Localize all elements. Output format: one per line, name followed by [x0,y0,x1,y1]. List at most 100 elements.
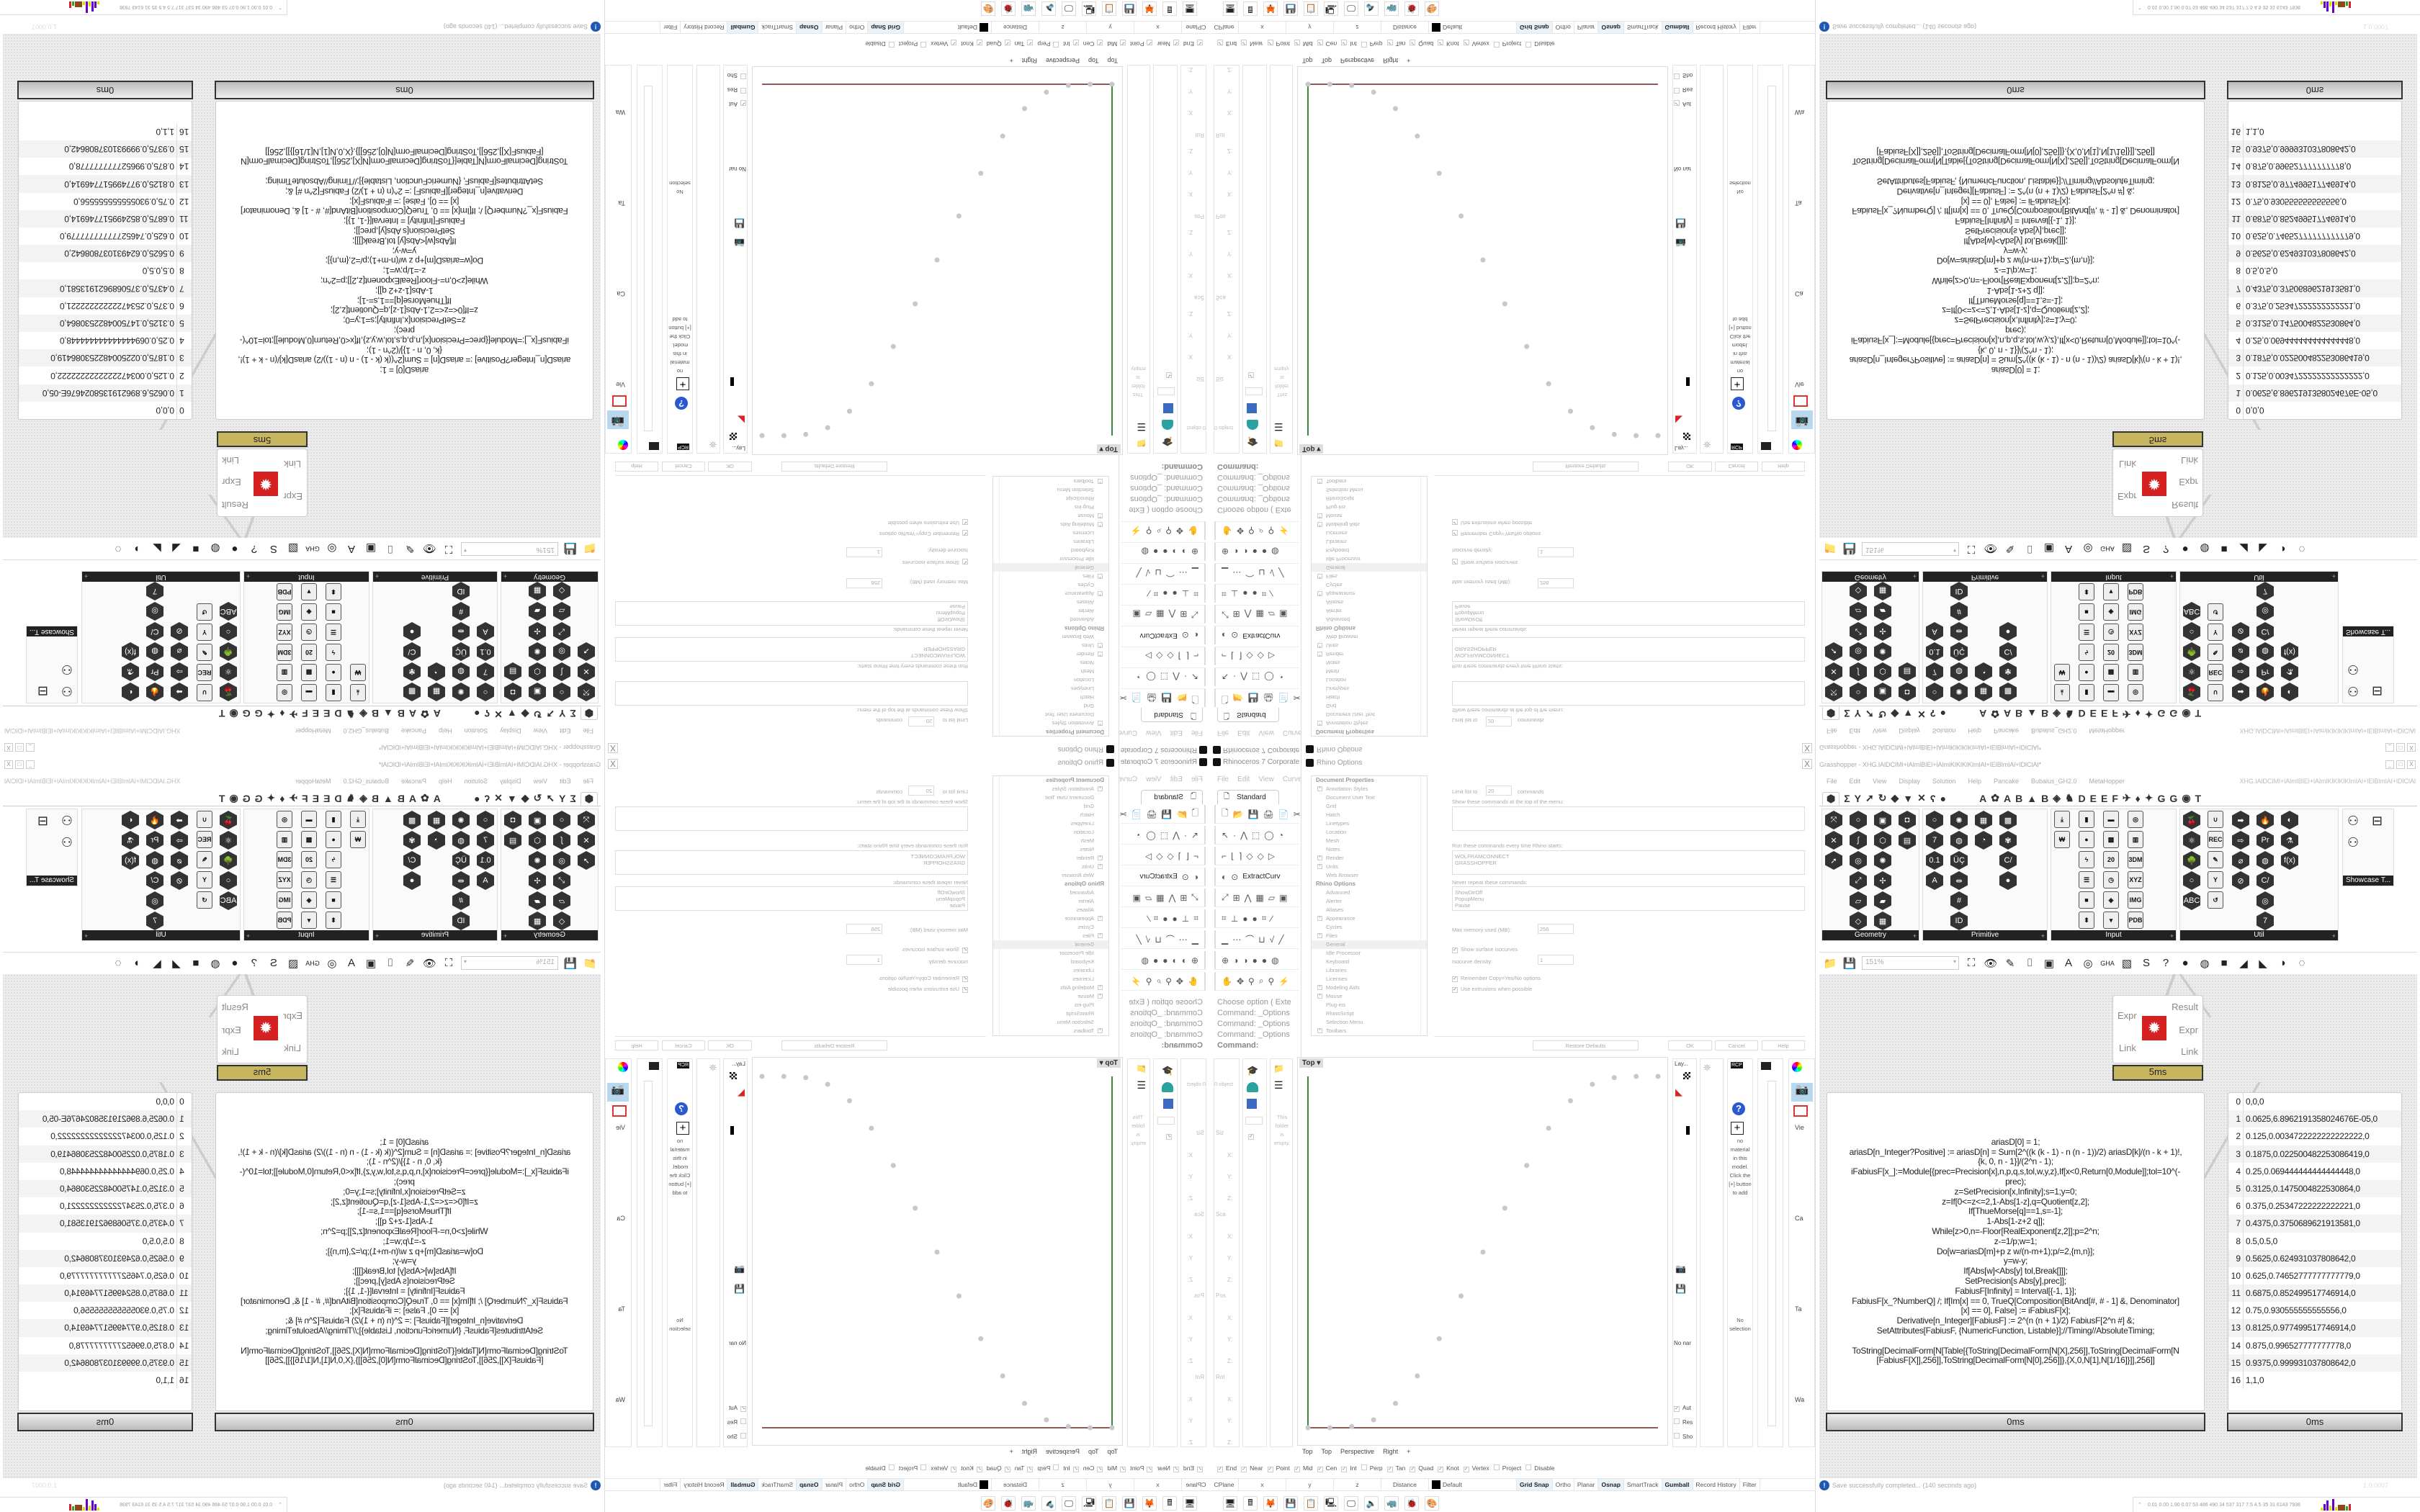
output-row[interactable]: 6 0.375,0.25347222222222221,0 [19,297,192,315]
component-icon[interactable]: ◇ [1850,582,1867,600]
toolbar-icon[interactable]: ✎ [405,957,415,970]
plot-point[interactable] [781,433,786,438]
toolbar-icon[interactable]: ▧ [287,957,299,970]
display-checkbox[interactable]: ✓Aut [727,1401,746,1416]
texture-icon[interactable] [1163,1099,1173,1109]
component-icon[interactable]: ▬ [301,811,317,828]
taskbar-app-icon[interactable]: 🔈 [1364,1,1379,16]
component-icon[interactable]: ◐ [122,811,139,829]
checkbox[interactable] [740,88,746,94]
plot-point[interactable] [869,381,874,387]
run-commands-textarea[interactable]: WOLFRAMCONNECT GRASSHOPPER [1452,850,1805,875]
gh-menu-solution[interactable]: Solution [464,778,488,785]
tool-icon[interactable]: ⌉ [1178,651,1182,662]
checkbox[interactable]: ✓ [962,530,968,536]
component-icon[interactable]: ◎ [553,851,570,870]
component-icon[interactable]: f(x) [122,851,139,870]
texture-icon[interactable] [1163,403,1173,413]
expand-icon[interactable]: + [1912,932,1917,940]
tool-icon[interactable]: ∕ [1270,588,1273,599]
output-link[interactable]: Link [222,455,239,466]
tree-scrollbar[interactable] [1420,477,1427,736]
component-icon[interactable]: ϟ [2079,644,2094,661]
plot-point[interactable] [1546,1125,1551,1131]
osnap-int[interactable]: ✓Int [1341,1464,1357,1472]
component-icon[interactable]: ▤ [504,662,521,681]
tree-item[interactable]: Rhino Options [1312,880,1427,888]
component-icon[interactable]: PDB [277,912,292,929]
component-icon[interactable]: ▱ [1850,602,1867,621]
component-icon[interactable]: ◎ [2128,684,2143,701]
component-icon[interactable]: ○ [1850,683,1867,701]
viewport-label[interactable]: Top ▾ [1299,1058,1324,1068]
run-commands-textarea[interactable]: WOLFRAMCONNECT GRASSHOPPER [1452,637,1805,662]
menu-file[interactable]: File [1217,729,1229,737]
component-tab[interactable]: D [334,708,342,720]
checkbox[interactable]: ✓ [1294,1467,1300,1472]
plot-point[interactable] [1065,1423,1071,1429]
osnap-project[interactable]: Project [899,40,927,48]
component-icon[interactable]: 20 [2103,851,2119,868]
menu-view[interactable]: View [1258,775,1274,783]
tree-item[interactable]: Keyboard [993,958,1108,966]
toolbar-icon[interactable]: ◎ [2083,957,2093,970]
tree-item[interactable]: Plug-ins [993,503,1108,511]
output-expr[interactable]: Expr [2179,477,2198,487]
output-row[interactable]: 3 0.1875,0.022500482253086419,0 [19,349,192,367]
output-row[interactable]: 13 0.8125,0.977499517746914,0 [19,175,192,193]
tool-icon[interactable]: ✋ [1222,526,1232,536]
component-icon[interactable]: ϟ [326,851,341,868]
tool-icon[interactable]: ⚲ [1248,526,1255,536]
output-row[interactable]: 7 0.4375,0.3750689621913581,0 [2228,279,2401,297]
taskbar-app-icon[interactable]: 💾 [1122,1496,1137,1511]
tree-item[interactable]: + Toolbars [1312,477,1427,485]
gh-menu-file[interactable]: File [1827,778,1837,785]
ok-button[interactable]: OK [708,462,752,472]
plot-point[interactable] [1524,1163,1530,1169]
checkbox[interactable]: ✓ [1341,1467,1348,1472]
component-icon[interactable]: ▦ [1975,683,1992,701]
toolbar-icon[interactable]: A [348,543,356,555]
component-icon[interactable]: ◘ [1899,811,1916,829]
toggle-smarttrack[interactable]: SmartTrack [758,1479,797,1490]
output-row[interactable]: 5 0.3125,0.1475004822530864,0 [2228,314,2401,333]
checkbox[interactable]: ✓ [1097,1467,1103,1472]
expand-icon[interactable]: + [375,572,380,580]
component-tab[interactable]: ◆ [521,792,529,804]
component-icon[interactable]: ▰ [529,891,546,910]
tree-item[interactable]: + Render [1312,649,1427,658]
tool-icon[interactable]: ● [1162,546,1168,557]
component-icon[interactable]: ✢ [1874,622,1891,641]
component-icon[interactable]: ⚗ [2281,662,2298,681]
component-icon[interactable]: ⤓ [350,811,366,828]
checkbox[interactable] [1361,1464,1367,1470]
component-icon[interactable]: ABC [220,891,237,910]
component-icon[interactable]: ◇ [553,912,570,930]
component-icon[interactable]: ⤓ [350,684,366,701]
tree-item[interactable]: Alerter [1312,606,1427,615]
tree-item[interactable]: Plug-ins [1312,503,1427,511]
component-tab[interactable]: A [2003,708,2012,720]
expand-icon[interactable]: + [1317,985,1322,990]
component-icon[interactable]: ϟ [2079,851,2094,868]
plot-point[interactable] [1022,106,1027,112]
component-icon[interactable]: ✺ [1874,851,1891,870]
menu-view[interactable]: View [1146,775,1162,783]
osnap-vertex[interactable]: ✓Vertex [1463,1464,1489,1472]
input-expr[interactable]: Expr [2118,491,2137,502]
teal-tool-icon[interactable]: ⛯ [709,439,717,450]
expand-icon[interactable]: + [375,932,380,940]
minimize-button[interactable]: _ [2385,760,2394,769]
display-checkbox[interactable]: Sho [1674,68,1693,82]
component-icon[interactable]: ▤ [1899,831,1916,850]
component-icon[interactable]: ▦ [529,912,546,930]
component-tab[interactable]: ✦ [2144,792,2154,804]
component-icon[interactable]: ⇨ [2232,831,2249,850]
tool-icon[interactable]: ⊔ [1258,567,1265,578]
expand-icon[interactable]: + [246,572,251,580]
expression-component[interactable]: Expr Link ✹ Result Expr Link [217,995,308,1063]
component-tab[interactable]: F [302,792,308,804]
render-icon[interactable]: ◣ [1675,415,1682,426]
viewport-tab-perspective[interactable]: Perspective [1045,57,1080,64]
checkbox[interactable]: ✓ [1267,40,1273,45]
